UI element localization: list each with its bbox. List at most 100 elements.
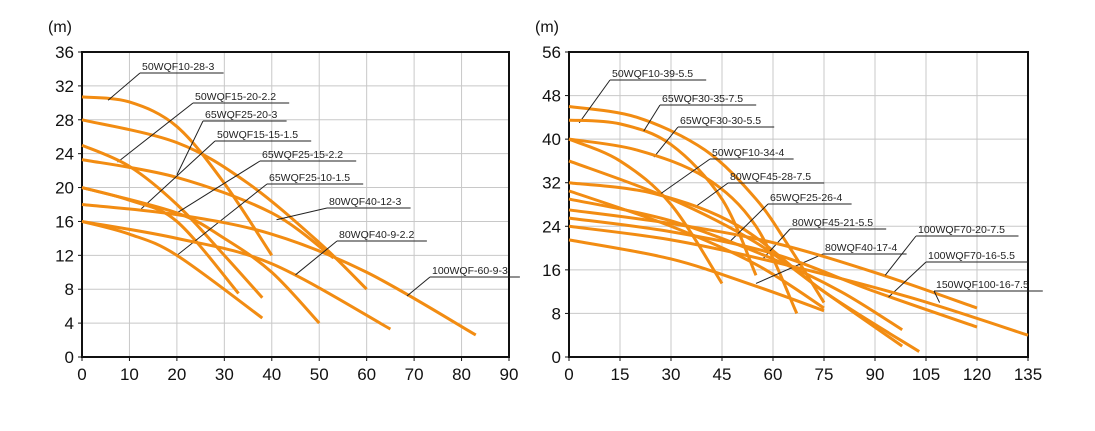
leader-line xyxy=(107,72,141,101)
y-tick-label: 8 xyxy=(552,304,561,323)
y-tick-label: 28 xyxy=(55,111,74,130)
x-tick-label: 105 xyxy=(912,365,940,384)
series-label: 80WQF45-21-5.5 xyxy=(792,217,873,229)
series-label: 65WQF30-30-5.5 xyxy=(680,115,761,127)
y-tick-label: 8 xyxy=(65,280,74,299)
y-tick-label: 48 xyxy=(542,87,561,106)
series-curve xyxy=(568,181,920,353)
series-curve xyxy=(568,216,978,329)
series-curve xyxy=(568,238,825,313)
x-tick-label: 45 xyxy=(713,365,732,384)
series-curve xyxy=(81,95,274,257)
y-tick-label: 16 xyxy=(542,261,561,280)
leader-line xyxy=(578,79,611,124)
y-tick-label: 56 xyxy=(542,43,561,62)
y-tick-label: 32 xyxy=(542,174,561,193)
leader-line xyxy=(406,276,431,297)
series-label: 65WQF25-15-2.2 xyxy=(262,149,343,161)
x-tick-label: 0 xyxy=(77,365,86,384)
series-label: 100WQF70-20-7.5 xyxy=(918,224,1005,236)
x-tick-label: 90 xyxy=(500,365,519,384)
x-tick-label: 60 xyxy=(764,365,783,384)
series-label: 50WQF15-20-2.2 xyxy=(195,91,276,103)
y-tick-label: 24 xyxy=(55,145,74,164)
chart-1: 0 10 20 30 40 50 60 70 80 90 0 4 8 12 16 20 24 28 32 36 (m) 5… xyxy=(48,19,520,384)
series-label: 80WQF40-9-2.2 xyxy=(339,229,414,241)
leader-line xyxy=(755,253,824,284)
plot-frame xyxy=(568,51,1029,358)
x-tick-label: 135 xyxy=(1014,365,1042,384)
y-tick-label: 12 xyxy=(55,246,74,265)
series-label: 80WQF40-17-4 xyxy=(825,242,898,254)
y-unit-label: (m) xyxy=(48,19,72,36)
series-label: 65WQF25-20-3 xyxy=(205,109,278,121)
series-curve xyxy=(81,186,321,325)
x-tick-label: 120 xyxy=(963,365,991,384)
series-curve xyxy=(568,137,724,285)
x-tick-label: 75 xyxy=(815,365,834,384)
y-tick-label: 0 xyxy=(552,348,561,367)
y-tick-label: 20 xyxy=(55,179,74,198)
x-tick-label: 40 xyxy=(262,365,281,384)
x-tick-label: 15 xyxy=(611,365,630,384)
y-tick-label: 40 xyxy=(542,130,561,149)
series-curve xyxy=(81,143,264,299)
series-label: 65WQF25-10-1.5 xyxy=(269,172,350,184)
series-label: 100WQF-60-9-3 xyxy=(432,265,508,277)
leader-line xyxy=(884,235,917,276)
x-tick-label: 30 xyxy=(662,365,681,384)
y-unit-label: (m) xyxy=(535,19,559,36)
leader-line xyxy=(176,160,261,214)
series-curve xyxy=(568,104,826,304)
x-tick-label: 80 xyxy=(452,365,471,384)
series-curve xyxy=(81,219,264,320)
x-tick-label: 60 xyxy=(357,365,376,384)
y-tick-label: 36 xyxy=(55,43,74,62)
leader-line xyxy=(933,290,941,303)
y-tick-label: 4 xyxy=(65,314,74,333)
leader-line xyxy=(653,126,679,158)
x-tick-label: 0 xyxy=(564,365,573,384)
leader-line xyxy=(276,207,328,221)
leader-line xyxy=(888,261,927,298)
series-curve xyxy=(568,118,758,276)
leader-line xyxy=(660,158,711,195)
y-tick-label: 24 xyxy=(542,217,561,236)
series-curve xyxy=(568,197,903,332)
series-label: 50WQF15-15-1.5 xyxy=(217,129,298,141)
series-label: 65WQF25-26-4 xyxy=(770,192,843,204)
series-label: 50WQF10-34-4 xyxy=(712,147,785,159)
leader-line xyxy=(117,102,194,163)
series-curve xyxy=(81,203,477,337)
x-tick-label: 50 xyxy=(310,365,329,384)
series-curve xyxy=(568,224,1029,337)
x-tick-label: 10 xyxy=(120,365,139,384)
leader-line xyxy=(295,240,338,276)
leader-line xyxy=(694,182,729,208)
x-tick-label: 90 xyxy=(866,365,885,384)
y-tick-label: 16 xyxy=(55,212,74,231)
series-label: 65WQF30-35-7.5 xyxy=(662,93,743,105)
series-curve xyxy=(568,189,825,310)
series-label: 50WQF10-28-3 xyxy=(142,61,215,73)
y-tick-label: 0 xyxy=(65,348,74,367)
series-label: 80WQF40-12-3 xyxy=(329,196,402,208)
series-curve xyxy=(81,158,335,260)
leader-line xyxy=(643,104,661,132)
x-tick-label: 30 xyxy=(215,365,234,384)
series-curve xyxy=(568,208,978,310)
series-label: 150WQF100-16-7.5 xyxy=(936,279,1029,291)
series-label: 80WQF45-28-7.5 xyxy=(730,171,811,183)
x-tick-label: 70 xyxy=(405,365,424,384)
series-curve xyxy=(81,186,240,295)
chart-2: 0 15 30 45 60 75 90 105 120 135 0 8 16 24 32 40 48 56 (m) 5… xyxy=(535,19,1043,384)
leader-line xyxy=(176,120,204,176)
series-label: 100WQF70-16-5.5 xyxy=(928,250,1015,262)
y-tick-label: 32 xyxy=(55,77,74,96)
leader-line xyxy=(140,140,216,210)
leader-line xyxy=(176,183,268,256)
series-label: 50WQF10-39-5.5 xyxy=(612,68,693,80)
series-curve xyxy=(81,219,392,331)
x-tick-label: 20 xyxy=(167,365,186,384)
